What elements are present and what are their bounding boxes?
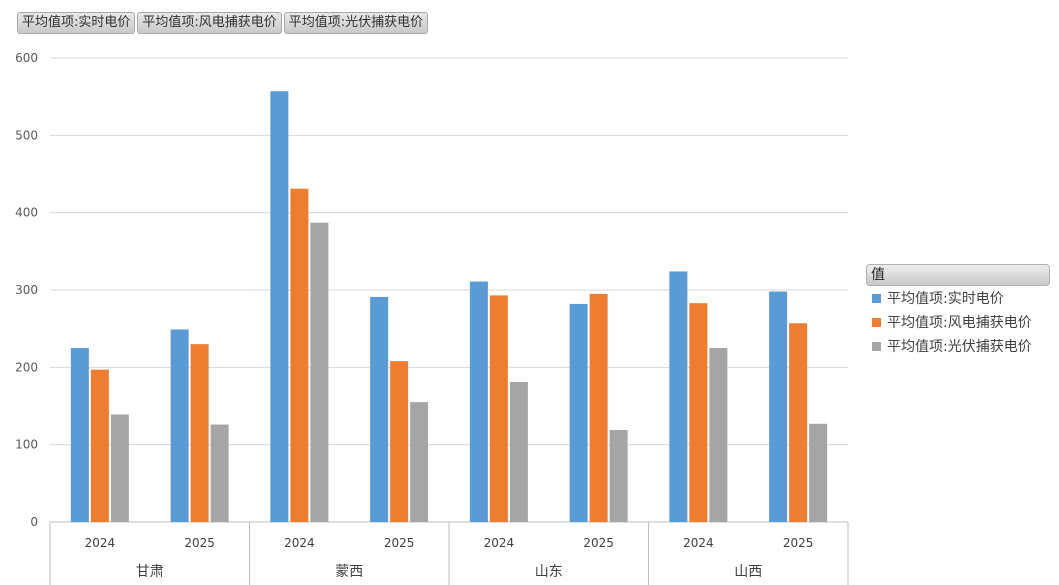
bar <box>809 423 828 522</box>
bar <box>270 91 289 523</box>
legend-values-button[interactable]: 值 <box>866 264 1050 286</box>
field-button-wind-price[interactable]: 平均值项:风电捕获电价 <box>137 12 282 34</box>
x-group-label: 蒙西 <box>335 564 363 580</box>
bar <box>170 329 189 522</box>
bar <box>489 295 508 522</box>
bar <box>469 281 488 522</box>
field-buttons: 平均值项:实时电价 平均值项:风电捕获电价 平均值项:光伏捕获电价 <box>17 12 429 34</box>
bar <box>70 348 89 522</box>
bar <box>569 303 588 522</box>
bar <box>190 344 209 522</box>
y-tick-label: 500 <box>15 128 38 142</box>
x-tick-label: 2025 <box>783 536 814 550</box>
bar <box>669 271 688 522</box>
bar <box>290 188 309 522</box>
bar <box>110 414 129 522</box>
legend-label-solar: 平均值项:光伏捕获电价 <box>887 339 1032 355</box>
y-tick-label: 600 <box>15 51 38 65</box>
legend-label-wind: 平均值项:风电捕获电价 <box>887 315 1032 331</box>
bar <box>370 296 389 522</box>
legend-swatch-solar <box>872 341 881 351</box>
bar <box>769 291 788 522</box>
x-tick-label: 2024 <box>85 536 116 550</box>
field-button-solar-price[interactable]: 平均值项:光伏捕获电价 <box>283 12 429 34</box>
bar <box>589 293 608 522</box>
y-tick-label: 0 <box>30 515 38 529</box>
bar <box>609 429 628 522</box>
x-tick-label: 2025 <box>184 536 215 550</box>
bar <box>410 402 429 522</box>
bar <box>210 424 229 522</box>
legend-item-wind: 平均值项:风电捕获电价 <box>866 310 1050 334</box>
x-tick-label: 2024 <box>683 536 714 550</box>
x-tick-label: 2025 <box>384 536 415 550</box>
legend-item-solar: 平均值项:光伏捕获电价 <box>866 334 1050 358</box>
y-tick-label: 300 <box>15 283 38 297</box>
bar <box>689 303 708 522</box>
legend-swatch-realtime <box>872 293 881 303</box>
legend: 值 平均值项:实时电价 平均值项:风电捕获电价 平均值项:光伏捕获电价 <box>866 264 1050 358</box>
bar <box>709 348 728 522</box>
bar <box>310 222 329 522</box>
bar <box>789 323 808 522</box>
field-button-realtime-price[interactable]: 平均值项:实时电价 <box>17 12 136 34</box>
y-tick-label: 400 <box>15 206 38 220</box>
x-tick-label: 2024 <box>284 536 315 550</box>
bar <box>90 369 109 522</box>
bar <box>509 382 528 522</box>
x-group-label: 山西 <box>734 564 762 580</box>
x-tick-label: 2024 <box>484 536 515 550</box>
legend-item-realtime: 平均值项:实时电价 <box>866 286 1050 310</box>
x-tick-label: 2025 <box>583 536 614 550</box>
legend-label-realtime: 平均值项:实时电价 <box>887 291 1004 307</box>
legend-swatch-wind <box>872 317 881 327</box>
y-tick-label: 200 <box>15 360 38 374</box>
x-group-label: 山东 <box>535 564 563 580</box>
x-group-label: 甘肃 <box>136 564 164 580</box>
bar <box>390 361 409 522</box>
y-tick-label: 100 <box>15 438 38 452</box>
